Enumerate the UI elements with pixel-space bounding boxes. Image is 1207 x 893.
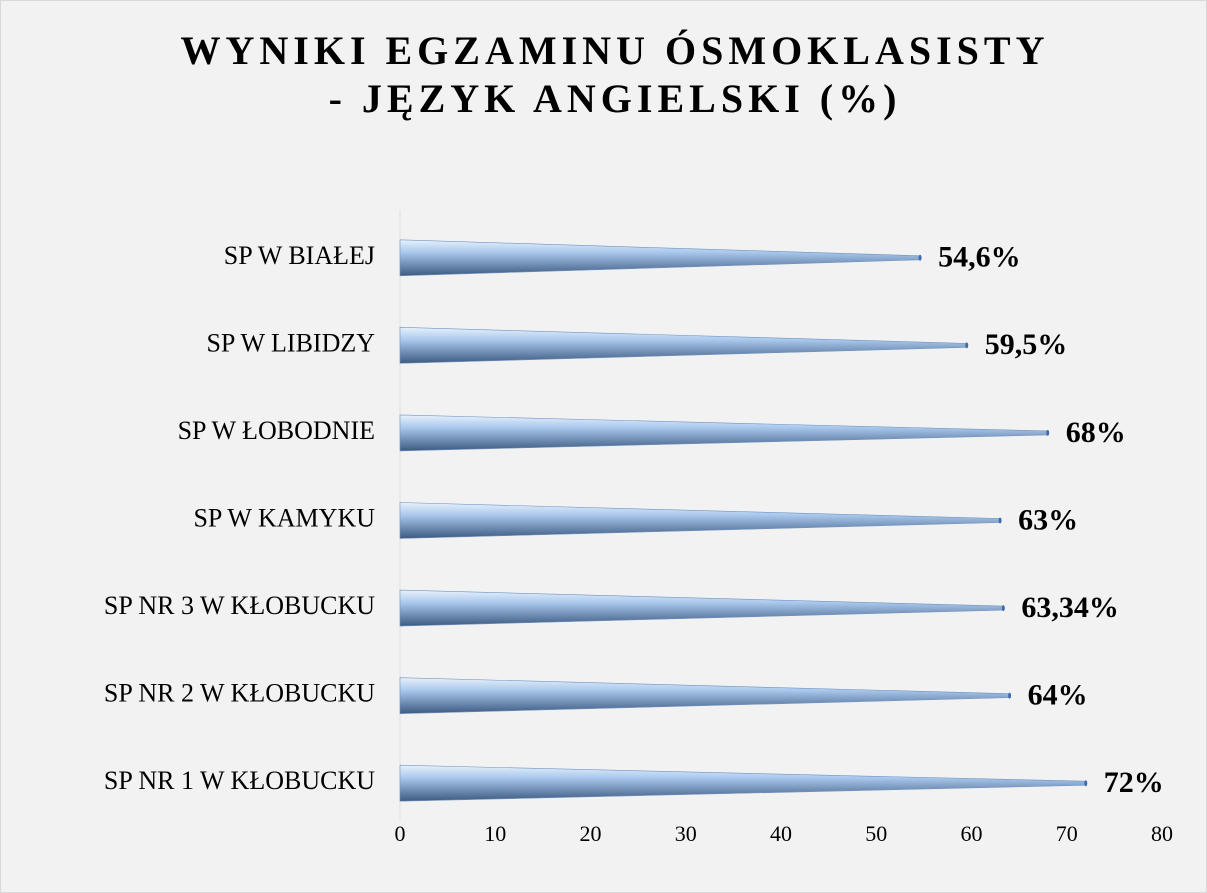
x-tick-label: 10 [484,821,506,846]
chart-title: WYNIKI EGZAMINU ÓSMOKLASISTY [180,28,1049,73]
x-tick-label: 70 [1056,821,1078,846]
x-tick-label: 40 [770,821,792,846]
bar-cap [1084,780,1088,787]
chart-title: - JĘZYK ANGIELSKI (%) [329,76,902,121]
x-tick-label: 20 [580,821,602,846]
value-label: 68% [1066,416,1126,449]
value-label: 72% [1104,766,1164,799]
value-label: 59,5% [985,328,1068,361]
x-tick-label: 80 [1151,821,1173,846]
bar-cap [1008,692,1012,699]
value-label: 54,6% [938,241,1021,274]
bar-cap [965,342,969,349]
y-tick-label: SP W BIAŁEJ [224,241,375,270]
value-label: 63,34% [1021,591,1119,624]
bar-cap [1001,605,1005,612]
y-tick-label: SP W KAMYKU [193,503,375,532]
y-tick-label: SP NR 3 W KŁOBUCKU [104,591,375,620]
y-tick-label: SP W ŁOBODNIE [178,416,375,445]
y-tick-label: SP W LIBIDZY [206,328,375,357]
value-label: 63% [1018,503,1078,536]
x-tick-label: 50 [865,821,887,846]
y-tick-label: SP NR 2 W KŁOBUCKU [104,679,375,708]
x-tick-label: 60 [961,821,983,846]
value-label: 64% [1028,679,1088,712]
bar-cap [998,517,1002,524]
bar-cap [918,254,922,261]
x-tick-label: 30 [675,821,697,846]
x-tick-label: 0 [395,821,406,846]
bar-cap [1046,429,1050,436]
y-tick-label: SP NR 1 W KŁOBUCKU [104,766,375,795]
